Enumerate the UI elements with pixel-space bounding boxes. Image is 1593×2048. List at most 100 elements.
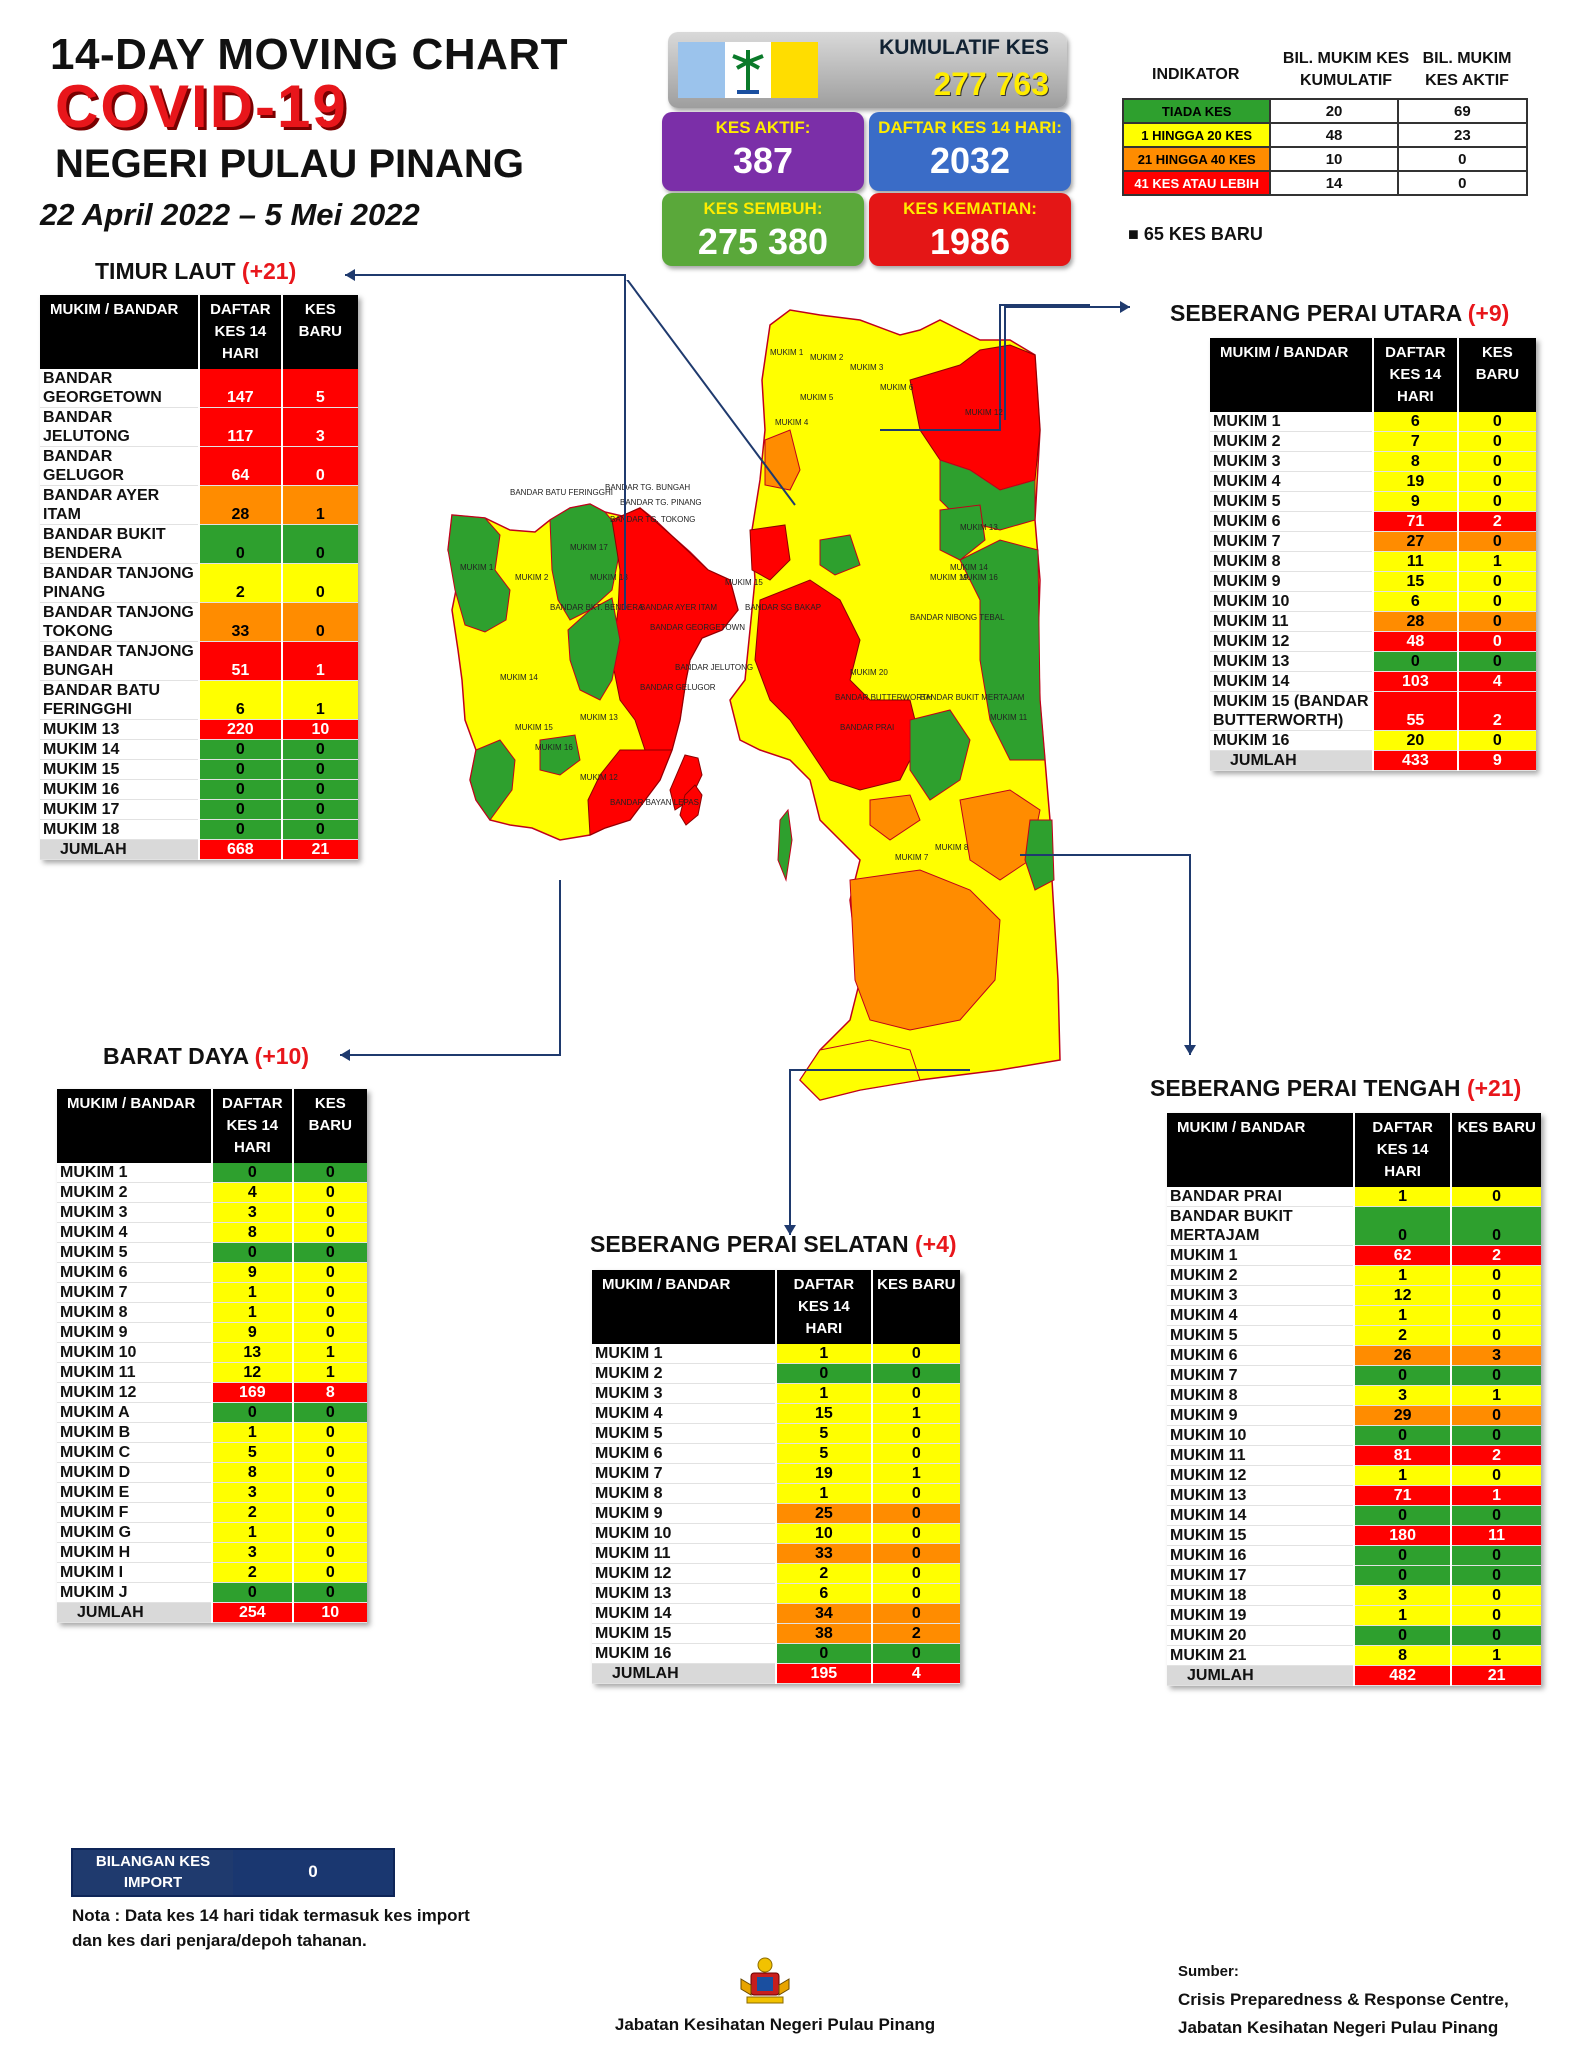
- daftar-value: 0: [198, 799, 282, 820]
- daftar-value: 180: [1352, 1525, 1452, 1546]
- indicator-label: TIADA KES: [1121, 98, 1272, 124]
- table-row: MUKIM 20 0 0: [1167, 1625, 1541, 1646]
- daftar-value: 15: [775, 1403, 872, 1424]
- mukim-name: MUKIM 17: [40, 799, 199, 820]
- mukim-name: MUKIM 1: [1210, 412, 1373, 432]
- sp-selatan-table: MUKIM / BANDAR DAFTAR KES 14 HARI KES BARU…: [592, 1270, 960, 1684]
- daftar-value: 2: [1352, 1325, 1452, 1346]
- total-daftar: 482: [1352, 1665, 1452, 1686]
- daftar-value: 5: [775, 1443, 872, 1464]
- daftar-value: 25: [775, 1503, 872, 1524]
- indicator-aktif: 23: [1396, 122, 1529, 148]
- total-label: JUMLAH: [1167, 1665, 1354, 1686]
- map-label: BANDAR BATU FERINGGHI: [510, 488, 613, 497]
- baru-value: 0: [1456, 631, 1536, 652]
- table-row: MUKIM 8 11 1: [1210, 551, 1536, 572]
- total-daftar: 195: [775, 1663, 872, 1684]
- daftar-value: 0: [211, 1582, 293, 1603]
- baru-value: 1: [280, 485, 358, 525]
- table-row: BANDAR PRAI 1 0: [1167, 1187, 1541, 1207]
- daftar-value: 33: [775, 1543, 872, 1564]
- daftar-value: 71: [1352, 1485, 1452, 1506]
- mukim-name: MUKIM 7: [57, 1282, 212, 1303]
- daftar-value: 0: [198, 779, 282, 800]
- mukim-name: MUKIM 9: [592, 1503, 776, 1524]
- table-row: MUKIM 6 71 2: [1210, 511, 1536, 532]
- daftar-value: 9: [211, 1322, 293, 1343]
- source-label: Sumber:: [1178, 1963, 1239, 1980]
- mukim-name: MUKIM 10: [1167, 1425, 1354, 1446]
- daftar-value: 6: [1372, 591, 1458, 612]
- daftar-value: 1: [211, 1422, 293, 1443]
- baru-value: 3: [280, 407, 358, 447]
- baru-value: 0: [1450, 1545, 1541, 1566]
- total-daftar: 668: [198, 839, 282, 860]
- mukim-name: MUKIM 12: [1167, 1465, 1354, 1486]
- barat-daya-table: MUKIM / BANDAR DAFTAR KES 14 HARI KES BARU…: [57, 1089, 367, 1623]
- kumulatif-box: KUMULATIF KES 277 763: [668, 32, 1067, 108]
- map-label: BANDAR BKT. BENDERA: [550, 603, 644, 612]
- daftar-value: 1: [1352, 1265, 1452, 1286]
- sp-utara-table: MUKIM / BANDAR DAFTAR KES 14 HARI KES BARU…: [1210, 338, 1536, 771]
- mukim-name: MUKIM D: [57, 1462, 212, 1483]
- table-row: MUKIM 1 62 2: [1167, 1245, 1541, 1266]
- mukim-name: BANDAR TANJONG TOKONG: [40, 602, 199, 642]
- source-line2: Jabatan Kesihatan Negeri Pulau Pinang: [1178, 2018, 1499, 2037]
- baru-value: 0: [280, 799, 358, 820]
- mukim-name: MUKIM 21: [1167, 1645, 1354, 1666]
- indicator-kumulatif: 10: [1269, 146, 1399, 172]
- baru-value: 0: [291, 1182, 367, 1203]
- table-row: MUKIM 17 0 0: [40, 799, 358, 820]
- table-row: MUKIM 14 0 0: [40, 739, 358, 760]
- penang-map: MUKIM 1 MUKIM 2 MUKIM 17 MUKIM 18 BANDAR BAT…: [447, 280, 1090, 1101]
- baru-value: 0: [1450, 1285, 1541, 1306]
- baru-value: 0: [291, 1222, 367, 1243]
- daftar-value: 0: [1352, 1565, 1452, 1586]
- daftar-value: 1: [775, 1344, 872, 1364]
- total-baru: 4: [870, 1663, 960, 1684]
- col-daftar: DAFTAR KES 14 HARI: [1372, 338, 1458, 412]
- mukim-name: MUKIM 3: [592, 1383, 776, 1404]
- table-row: MUKIM 19 1 0: [1167, 1605, 1541, 1626]
- daftar-value: 9: [1372, 491, 1458, 512]
- map-label: BANDAR AYER ITAM: [640, 603, 717, 612]
- district-name: SEBERANG PERAI SELATAN: [590, 1231, 909, 1257]
- baru-value: 0: [291, 1562, 367, 1583]
- table-row: MUKIM 3 12 0: [1167, 1285, 1541, 1306]
- baru-value: 0: [291, 1542, 367, 1563]
- daftar-value: 28: [1372, 611, 1458, 632]
- daftar-value: 0: [211, 1242, 293, 1263]
- daftar-value: 6: [775, 1583, 872, 1604]
- mukim-name: MUKIM 16: [592, 1643, 776, 1664]
- total-baru: 10: [291, 1602, 367, 1623]
- map-label: MUKIM 7: [895, 853, 929, 862]
- baru-value: 0: [280, 819, 358, 840]
- total-row: JUMLAH 254 10: [57, 1602, 367, 1623]
- daftar-value: 0: [211, 1163, 293, 1183]
- daftar-kes-label: DAFTAR KES 14 HARI:: [878, 118, 1062, 137]
- mukim-name: MUKIM 6: [1210, 511, 1373, 532]
- mukim-name: MUKIM 7: [1167, 1365, 1354, 1386]
- mukim-name: MUKIM 13: [1210, 651, 1373, 672]
- import-value: 0: [233, 1850, 393, 1895]
- baru-value: 0: [1450, 1585, 1541, 1606]
- baru-value: 0: [1450, 1505, 1541, 1526]
- mukim-name: MUKIM 8: [592, 1483, 776, 1504]
- kes-aktif-box: KES AKTIF: 387: [662, 112, 864, 191]
- mukim-name: MUKIM 8: [1167, 1385, 1354, 1406]
- baru-value: 0: [291, 1402, 367, 1423]
- mukim-name: MUKIM B: [57, 1422, 212, 1443]
- table-row: BANDAR GEORGETOWN 147 5: [40, 369, 358, 408]
- barat-daya-title: BARAT DAYA (+10): [103, 1043, 309, 1070]
- mukim-name: MUKIM 20: [1167, 1625, 1354, 1646]
- baru-value: 0: [1456, 412, 1536, 432]
- table-row: MUKIM 12 2 0: [592, 1563, 960, 1584]
- mukim-name: MUKIM 10: [592, 1523, 776, 1544]
